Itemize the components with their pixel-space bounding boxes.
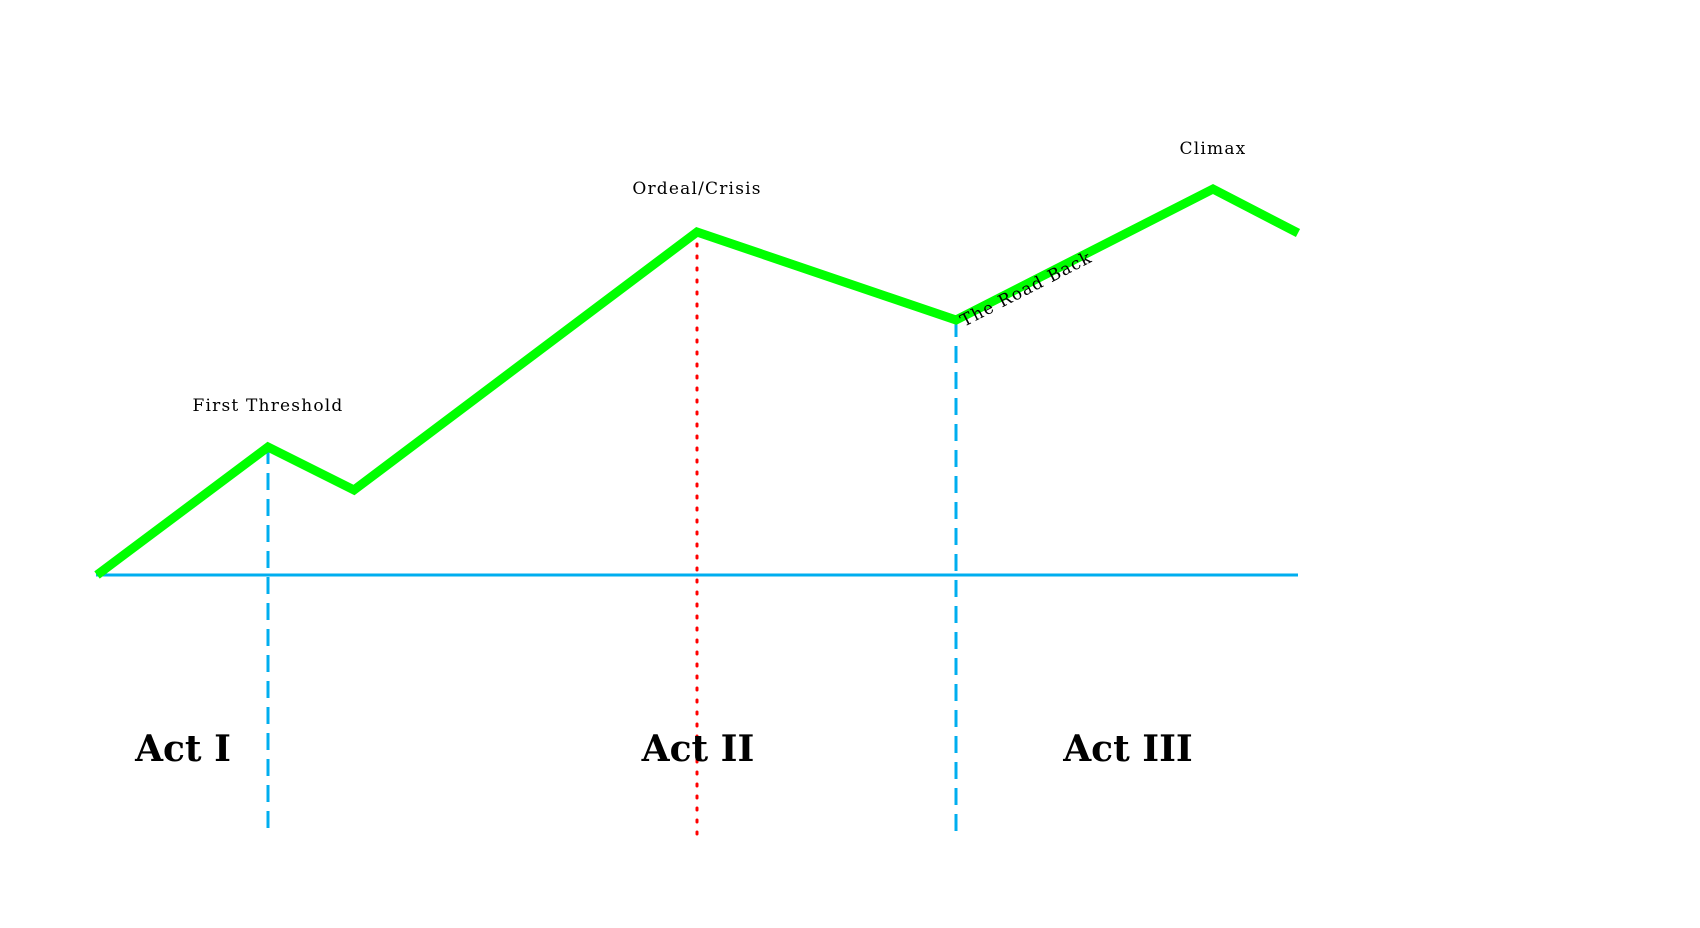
act-label-3: Act III	[1062, 728, 1193, 770]
beat-label-first-threshold: First Threshold	[192, 396, 343, 416]
act-label-2: Act II	[641, 728, 755, 770]
beat-label-ordeal-crisis: Ordeal/Crisis	[632, 179, 761, 199]
act-label-1: Act I	[134, 728, 231, 770]
beat-label-climax: Climax	[1180, 139, 1247, 159]
beat-label-road-back: The Road Back	[957, 248, 1096, 332]
plot-arc-line	[94, 183, 1301, 579]
